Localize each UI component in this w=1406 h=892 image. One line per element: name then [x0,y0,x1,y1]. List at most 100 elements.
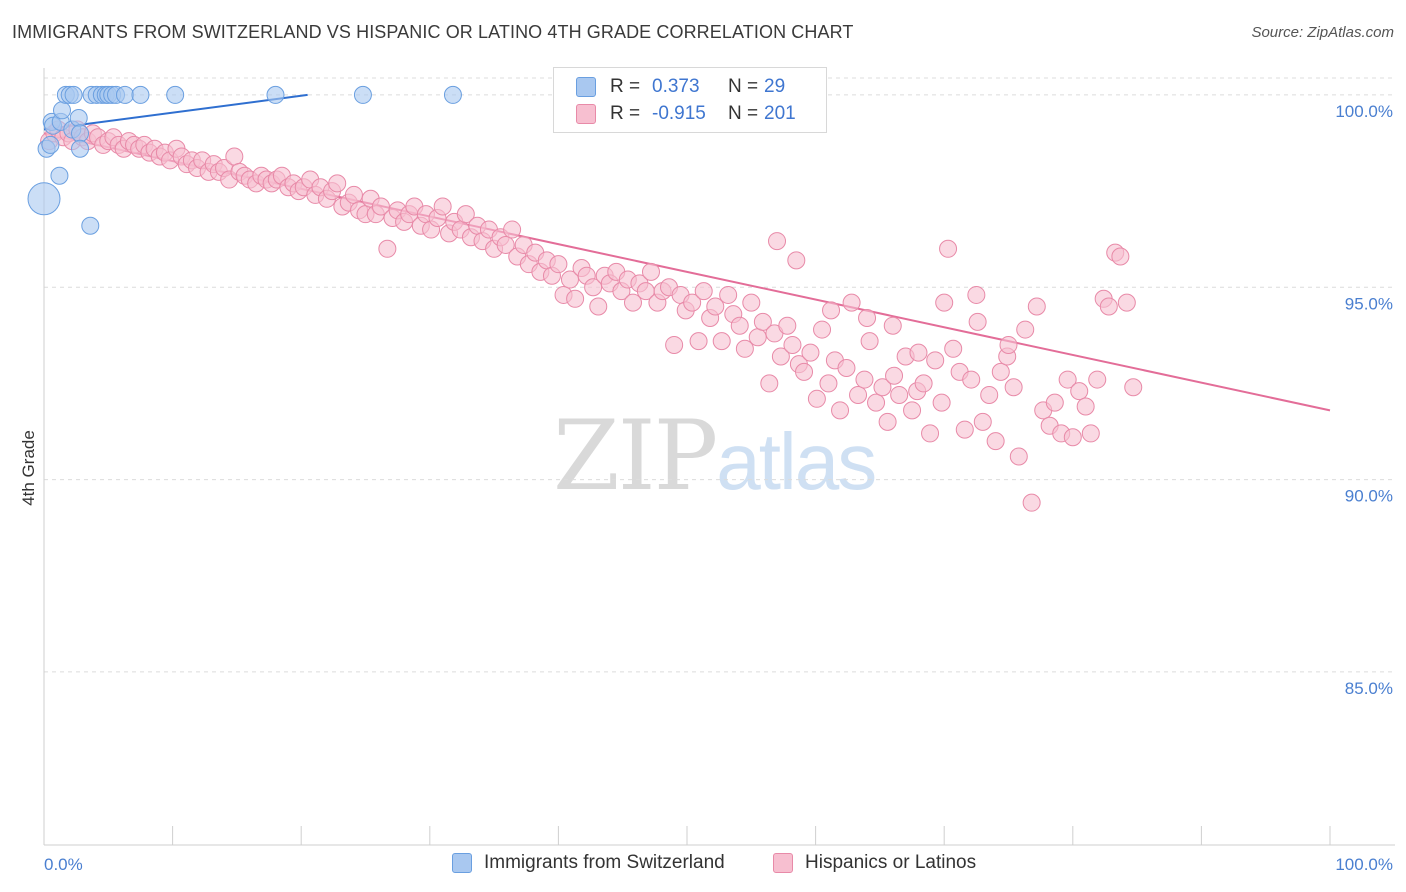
legend-row-switzerland: R = 0.373 N = 29 [576,75,785,99]
point-hispanic [935,293,954,312]
point-switzerland [353,85,372,104]
point-hispanic [742,293,761,312]
y-tick-label: 85.0% [1345,679,1393,698]
point-hispanic [748,328,767,347]
point-hispanic [801,343,820,362]
point-hispanic [549,255,568,274]
point-hispanic [837,359,856,378]
point-hispanic [719,285,738,304]
point-hispanic [939,239,958,258]
point-hispanic [1027,297,1046,316]
legend-r-value: -0.915 [652,103,706,124]
point-hispanic [503,220,522,239]
point-hispanic [378,239,397,258]
point-hispanic [584,278,603,297]
point-hispanic [496,235,515,254]
legend-n-value: 201 [764,103,796,124]
chart-title: IMMIGRANTS FROM SWITZERLAND VS HISPANIC … [12,22,854,42]
point-hispanic [873,378,892,397]
y-tick-label: 100.0% [1335,102,1393,121]
point-hispanic [225,147,244,166]
point-hispanic [1124,378,1143,397]
point-hispanic [1016,320,1035,339]
point-hispanic [926,351,945,370]
point-hispanic [560,270,579,289]
point-switzerland [131,85,150,104]
legend-row-hispanic: R = -0.915 N = 201 [576,102,796,126]
point-switzerland [81,216,100,235]
point-switzerland [71,124,90,143]
legend-n-label: N = [728,103,759,124]
point-hispanic [371,197,390,216]
point-hispanic [807,389,826,408]
point-hispanic [328,174,347,193]
point-hispanic [1058,370,1077,389]
point-hispanic [932,393,951,412]
point-switzerland [27,182,61,216]
point-hispanic [623,293,642,312]
point-hispanic [849,385,868,404]
point-hispanic [1045,393,1064,412]
point-hispanic [991,362,1010,381]
legend-n-label: N = [728,76,759,97]
point-hispanic [768,232,787,251]
point-switzerland [41,135,60,154]
point-hispanic [730,316,749,335]
y-tick-label: 95.0% [1345,294,1393,313]
point-hispanic [795,362,814,381]
point-hispanic [1063,428,1082,447]
point-hispanic [706,297,725,316]
point-hispanic [1076,397,1095,416]
point-hispanic [999,335,1018,354]
point-hispanic [641,262,660,281]
point-hispanic [878,412,897,431]
legend-swatch-hispanic [576,104,596,124]
y-tick-label: 90.0% [1345,487,1393,506]
point-hispanic [771,347,790,366]
point-switzerland [443,85,462,104]
legend-label: Hispanics or Latinos [805,852,977,873]
legend-swatch-switzerland [452,853,472,873]
watermark-atlas: atlas [716,417,877,506]
point-hispanic [855,370,874,389]
point-hispanic [1070,382,1089,401]
point-hispanic [589,297,608,316]
legend-r-label: R = [610,103,641,124]
point-hispanic [1111,247,1130,266]
point-hispanic [968,312,987,331]
point-hispanic [689,332,708,351]
point-hispanic [955,420,974,439]
point-hispanic [883,316,902,335]
point-hispanic [694,282,713,301]
legend-r-value: 0.373 [652,76,700,97]
point-hispanic [858,309,877,328]
legend-item-hispanic[interactable]: Hispanics or Latinos [773,852,976,874]
point-hispanic [712,332,731,351]
correlation-legend: R = 0.373 N = 29 R = -0.915 N = 201 [553,67,827,133]
point-hispanic [914,374,933,393]
point-switzerland [71,139,90,158]
point-hispanic [735,339,754,358]
source-credit: Source: ZipAtlas.com [1251,24,1394,41]
legend-label: Immigrants from Switzerland [484,852,725,873]
point-hispanic [813,320,832,339]
point-hispanic [665,335,684,354]
point-switzerland [166,85,185,104]
legend-swatch-switzerland [576,77,596,97]
data-points [27,85,1143,512]
point-hispanic [819,374,838,393]
point-switzerland [50,166,69,185]
point-hispanic [842,293,861,312]
point-hispanic [1099,297,1118,316]
point-hispanic [890,385,909,404]
point-hispanic [944,339,963,358]
legend-item-switzerland[interactable]: Immigrants from Switzerland [452,852,725,874]
point-hispanic [1022,493,1041,512]
trend-line-switzerland [43,93,308,131]
point-hispanic [967,285,986,304]
y-axis-label: 4th Grade [19,430,38,506]
point-hispanic [962,370,981,389]
point-hispanic [909,343,928,362]
point-hispanic [344,185,363,204]
